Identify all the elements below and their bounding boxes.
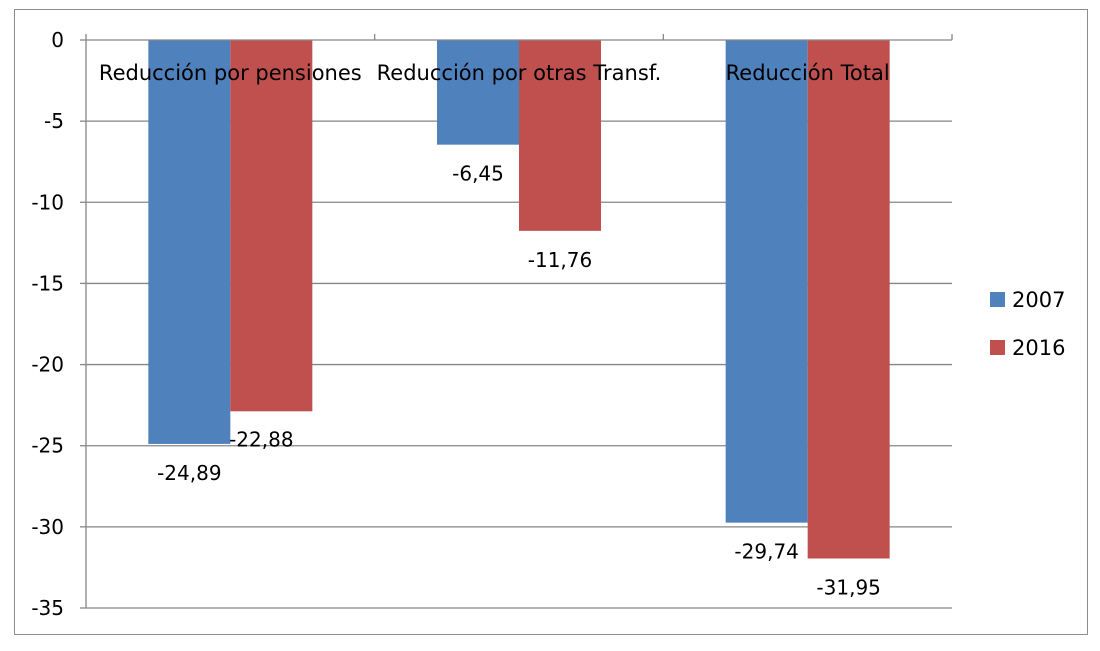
legend: 2007 2016 (990, 288, 1065, 360)
legend-label: 2016 (1012, 336, 1065, 360)
legend-label: 2007 (1012, 288, 1065, 312)
data-label: -11,76 (528, 248, 592, 272)
bar-2007 (148, 40, 231, 444)
data-label: -6,45 (452, 162, 504, 186)
y-tick-label: -10 (31, 190, 64, 214)
y-tick-label: 0 (51, 28, 64, 52)
data-label: -24,89 (157, 461, 221, 485)
bar-2016 (807, 40, 890, 559)
y-tick-label: -5 (44, 109, 64, 133)
bar-2007 (437, 40, 519, 145)
bars (148, 40, 890, 559)
y-tick-label: -15 (31, 271, 64, 295)
y-tick-label: -25 (31, 434, 64, 458)
bar-2016 (230, 40, 313, 412)
legend-swatch-2007 (990, 292, 1005, 307)
bar-2016 (519, 40, 601, 231)
data-label: -31,95 (816, 576, 880, 600)
category-label: Reducción por otras Transf. (377, 61, 662, 85)
bar-2007 (725, 40, 808, 523)
y-tick-label: -20 (31, 353, 64, 377)
category-label: Reducción Total (726, 61, 890, 85)
labels: 0 -5 -10 -15 -20 -25 -30 -35 Reducción por pensi… (31, 28, 889, 620)
axes (80, 34, 953, 609)
y-tick-label: -30 (31, 515, 64, 539)
category-label: Reducción por pensiones (99, 61, 362, 85)
legend-swatch-2016 (990, 340, 1005, 355)
data-label: -22,88 (229, 427, 293, 451)
data-label: -29,74 (734, 540, 798, 564)
y-tick-label: -35 (31, 596, 64, 620)
